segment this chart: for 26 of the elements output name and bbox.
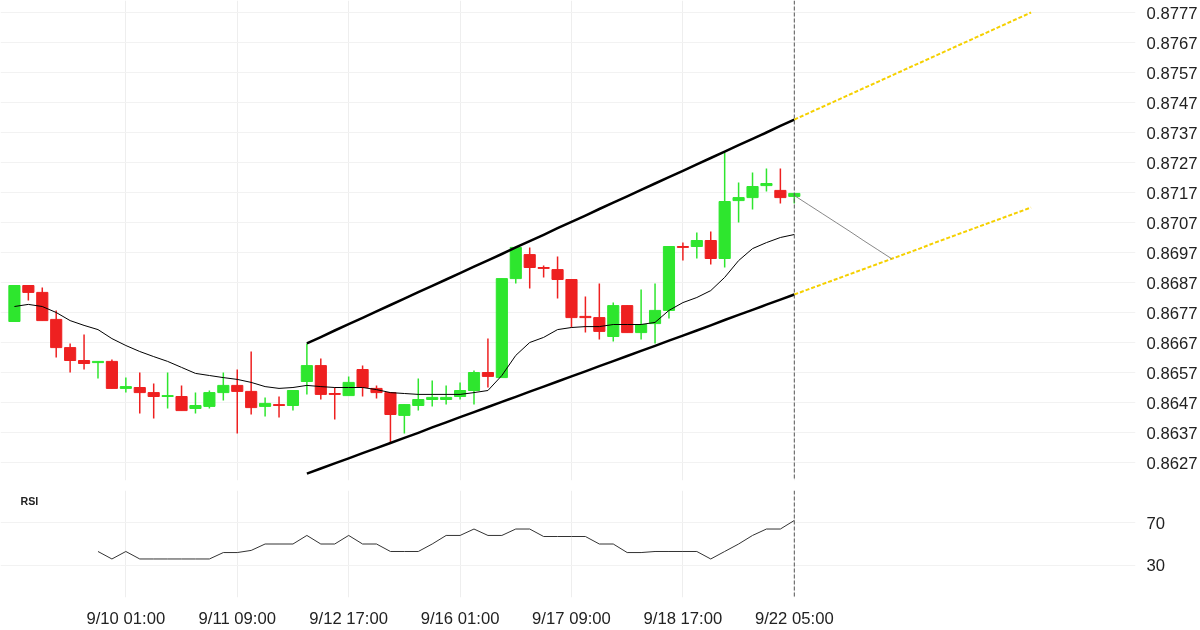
y-tick-label: 0.8747 <box>1146 93 1198 113</box>
x-tick-label: 9/12 17:00 <box>309 608 389 628</box>
y-tick-label: 0.8757 <box>1146 63 1198 83</box>
y-tick-label: 30 <box>1146 556 1166 576</box>
y-tick-label: 0.8717 <box>1146 183 1198 203</box>
y-tick-label: 0.8657 <box>1146 363 1198 383</box>
y-tick-label: 0.8687 <box>1146 273 1198 293</box>
x-tick-label: 9/18 17:00 <box>643 608 723 628</box>
x-tick-label: 9/17 09:00 <box>532 608 611 628</box>
y-tick-label: 0.8647 <box>1146 393 1198 413</box>
x-tick-label: 9/11 09:00 <box>198 608 276 628</box>
x-tick-label: 9/16 01:00 <box>420 608 500 628</box>
y-tick-label: 0.8667 <box>1146 333 1198 353</box>
y-tick-label: 70 <box>1146 513 1166 533</box>
y-tick-label: 0.8637 <box>1146 423 1198 443</box>
y-tick-label: 0.8737 <box>1146 123 1198 143</box>
x-tick-label: 9/22 05:00 <box>754 608 834 628</box>
chart-title: RSI <box>20 494 39 507</box>
y-tick-label: 0.8677 <box>1146 303 1198 323</box>
y-tick-label: 0.8777 <box>1146 3 1198 23</box>
x-tick-label: 9/10 01:00 <box>86 608 166 628</box>
y-tick-label: 0.8627 <box>1146 453 1198 473</box>
y-tick-label: 0.8767 <box>1146 33 1198 53</box>
y-tick-label: 0.8697 <box>1146 243 1198 263</box>
y-tick-label: 0.8727 <box>1146 153 1198 173</box>
y-tick-label: 0.8707 <box>1146 213 1198 233</box>
